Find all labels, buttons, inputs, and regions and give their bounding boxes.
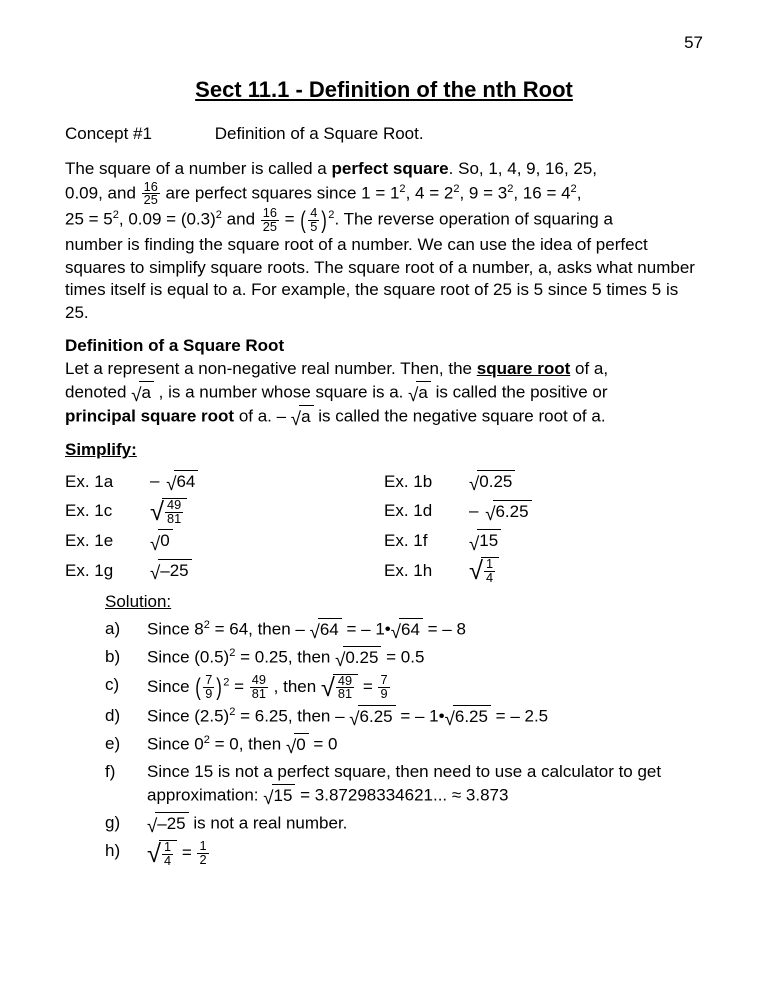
text: , xyxy=(577,183,582,202)
solution-label: d) xyxy=(105,705,147,728)
text: of a, xyxy=(570,359,608,378)
text: Let a represent a non-negative real numb… xyxy=(65,359,477,378)
concept-text: Definition of a Square Root. xyxy=(215,124,424,143)
solution-row: h) √14 = 12 xyxy=(105,840,703,868)
solution-body: Since 02 = 0, then √0 = 0 xyxy=(147,733,703,757)
example-row: Ex. 1c√4981 Ex. 1d– √6.25 xyxy=(65,498,703,526)
fraction-16-25: 1625 xyxy=(261,207,279,234)
sqrt-a: √a xyxy=(291,405,314,429)
sqrt-a: √a xyxy=(131,381,154,405)
text: and xyxy=(222,210,260,229)
text: number is finding the square root of a n… xyxy=(65,235,695,323)
text: The square of a number is called a xyxy=(65,159,331,178)
solution-row: d) Since (2.5)2 = 6.25, then – √6.25 = –… xyxy=(105,705,703,729)
solution-body: Since (79)2 = 4981 , then √4981 = 79 xyxy=(147,674,703,702)
section-title: Sect 11.1 - Definition of the nth Root xyxy=(65,75,703,105)
term-square-root: square root xyxy=(477,359,571,378)
text: is called the positive or xyxy=(431,383,608,402)
concept-heading: Concept #1 Definition of a Square Root. xyxy=(65,123,703,146)
text: , 9 = 3 xyxy=(459,183,507,202)
example-label: Ex. 1f xyxy=(384,530,469,553)
text: 0.09, and xyxy=(65,183,141,202)
text: denoted xyxy=(65,383,131,402)
example-expr: √0 xyxy=(150,529,173,553)
solution-body: √14 = 12 xyxy=(147,840,703,868)
solution-label: c) xyxy=(105,674,147,697)
example-expr: – √6.25 xyxy=(469,500,532,524)
solution-row: e) Since 02 = 0, then √0 = 0 xyxy=(105,733,703,757)
example-label: Ex. 1h xyxy=(384,560,469,583)
text: are perfect squares since 1 = 1 xyxy=(161,183,400,202)
solution-label: a) xyxy=(105,618,147,641)
definition-block: Definition of a Square Root Let a repres… xyxy=(65,335,703,429)
example-expr: √14 xyxy=(469,557,499,585)
example-expr: – √64 xyxy=(150,470,198,494)
term-principal-root: principal square root xyxy=(65,407,234,426)
example-row: Ex. 1e√0 Ex. 1f√15 xyxy=(65,529,703,553)
solution-row: c) Since (79)2 = 4981 , then √4981 = 79 xyxy=(105,674,703,702)
solution-body: √–25 is not a real number. xyxy=(147,812,703,836)
simplify-heading: Simplify: xyxy=(65,439,703,462)
solution-heading: Solution: xyxy=(105,591,703,614)
solution-label: h) xyxy=(105,840,147,863)
example-expr: √0.25 xyxy=(469,470,515,494)
term-perfect-square: perfect square xyxy=(331,159,448,178)
text: , 16 = 4 xyxy=(513,183,570,202)
text: 25 = 5 xyxy=(65,210,113,229)
fraction-4-5: 45 xyxy=(308,207,319,234)
solution-label: b) xyxy=(105,646,147,669)
solution-label: e) xyxy=(105,733,147,756)
example-label: Ex. 1a xyxy=(65,471,150,494)
concept-label: Concept #1 xyxy=(65,123,210,146)
sqrt-a: √a xyxy=(408,381,431,405)
examples-grid: Ex. 1a– √64 Ex. 1b√0.25 Ex. 1c√4981 Ex. … xyxy=(65,470,703,585)
text: . So, 1, 4, 9, 16, 25, xyxy=(449,159,597,178)
text: of a. – xyxy=(234,407,291,426)
solution-row: f) Since 15 is not a perfect square, the… xyxy=(105,761,703,808)
example-expr: √15 xyxy=(469,529,501,553)
example-expr: √–25 xyxy=(150,559,192,583)
solution-label: f) xyxy=(105,761,147,784)
solution-body: Since (0.5)2 = 0.25, then √0.25 = 0.5 xyxy=(147,646,703,670)
page-number: 57 xyxy=(684,32,703,55)
example-row: Ex. 1g√–25 Ex. 1h√14 xyxy=(65,557,703,585)
solution-body: Since 82 = 64, then – √64 = – 1•√64 = – … xyxy=(147,618,703,642)
solution-row: a) Since 82 = 64, then – √64 = – 1•√64 =… xyxy=(105,618,703,642)
definition-heading: Definition of a Square Root xyxy=(65,335,703,358)
example-label: Ex. 1c xyxy=(65,500,150,523)
example-label: Ex. 1e xyxy=(65,530,150,553)
solution-body: Since (2.5)2 = 6.25, then – √6.25 = – 1•… xyxy=(147,705,703,729)
example-label: Ex. 1g xyxy=(65,560,150,583)
solution-row: b) Since (0.5)2 = 0.25, then √0.25 = 0.5 xyxy=(105,646,703,670)
text: , 4 = 2 xyxy=(406,183,454,202)
fraction-16-25: 1625 xyxy=(142,181,160,208)
solution-row: g) √–25 is not a real number. xyxy=(105,812,703,836)
example-row: Ex. 1a– √64 Ex. 1b√0.25 xyxy=(65,470,703,494)
text: . The reverse operation of squaring a xyxy=(334,210,612,229)
example-label: Ex. 1d xyxy=(384,500,469,523)
text: , 0.09 = (0.3) xyxy=(119,210,216,229)
intro-paragraph: The square of a number is called a perfe… xyxy=(65,158,703,326)
solutions-block: Solution: a) Since 82 = 64, then – √64 =… xyxy=(105,591,703,868)
example-expr: √4981 xyxy=(150,498,187,526)
example-label: Ex. 1b xyxy=(384,471,469,494)
solution-label: g) xyxy=(105,812,147,835)
text: , is a number whose square is a. xyxy=(154,383,408,402)
page: 57 Sect 11.1 - Definition of the nth Roo… xyxy=(0,0,768,994)
solution-body: Since 15 is not a perfect square, then n… xyxy=(147,761,703,808)
text: is called the negative square root of a. xyxy=(314,407,606,426)
